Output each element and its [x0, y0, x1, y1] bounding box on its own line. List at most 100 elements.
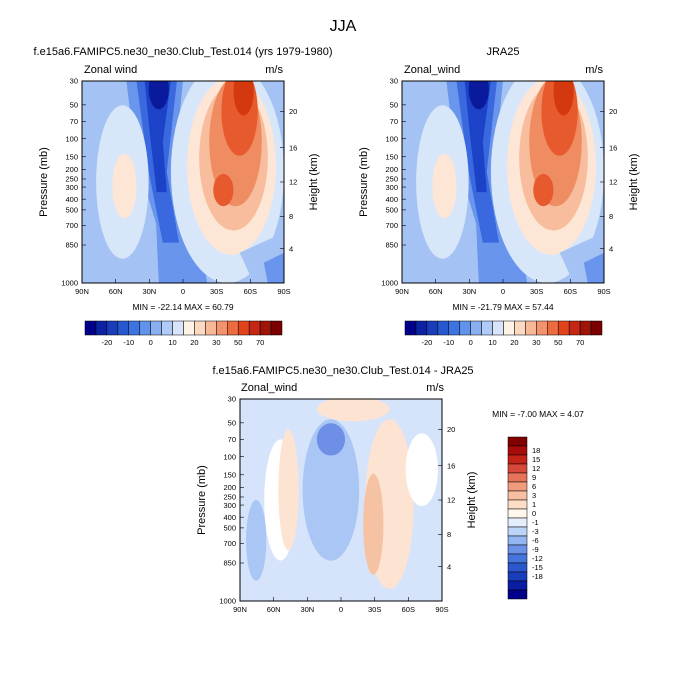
panel-model-variable-label: Zonal wind — [84, 64, 137, 76]
colorbar-swatch — [507, 553, 528, 564]
colorbar-label: 50 — [554, 338, 562, 347]
x-tick-label: 90S — [277, 287, 290, 296]
colorbar-label: 10 — [168, 338, 176, 347]
colorbar-swatch — [536, 320, 548, 336]
colorbar-swatch — [459, 320, 471, 336]
panel-model-contour-field — [82, 81, 284, 283]
colorbar-swatch — [507, 589, 528, 600]
y-tick-label: 150 — [385, 152, 398, 161]
y-tick-label: 50 — [390, 101, 398, 110]
colorbar-label: -1 — [532, 518, 539, 527]
x-tick-label: 90N — [233, 605, 247, 614]
colorbar-label: -15 — [532, 563, 543, 572]
y-tick-label: 30 — [70, 77, 78, 86]
colorbar-swatch — [128, 320, 140, 336]
y-right-tick-label: 12 — [289, 178, 297, 187]
colorbar-swatch — [470, 320, 482, 336]
x-tick-label: 90S — [597, 287, 610, 296]
y-tick-label: 300 — [385, 183, 398, 192]
colorbar-label: 30 — [532, 338, 540, 347]
colorbar-label: -12 — [532, 554, 543, 563]
x-tick-label: 60N — [429, 287, 443, 296]
y-tick-label: 300 — [65, 183, 78, 192]
colorbar-label: 0 — [469, 338, 473, 347]
colorbar-label: 20 — [190, 338, 198, 347]
y-tick-label: 100 — [65, 134, 78, 143]
colorbar-swatch — [507, 436, 528, 447]
panel-model-stats: MIN = -22.14 MAX = 60.79 — [132, 302, 233, 312]
colorbar-swatch — [514, 320, 526, 336]
colorbar-swatch — [507, 526, 528, 537]
colorbar-swatch — [183, 320, 195, 336]
y-right-tick-label: 16 — [447, 461, 455, 470]
y-tick-label: 850 — [223, 559, 236, 568]
y-tick-label: 100 — [223, 452, 236, 461]
y-right-tick-label: 8 — [447, 530, 451, 539]
x-tick-label: 30S — [530, 287, 543, 296]
colorbar-swatch — [437, 320, 450, 336]
y-right-tick-label: 20 — [447, 425, 455, 434]
colorbar-label: -20 — [101, 338, 112, 347]
y-tick-label: 400 — [223, 513, 236, 522]
colorbar-label: -20 — [421, 338, 432, 347]
panel-reanalysis-axes: 90N 60N 30N 0 30S 60S 90S 30 50 70 100 150 200250300… — [381, 77, 617, 296]
y-tick-label: 250 — [223, 493, 236, 502]
panel-model-title: f.e15a6.FAMIPC5.ne30_ne30.Club_Test.014 … — [33, 46, 332, 58]
panel-model-units-label: m/s — [265, 64, 283, 76]
y-tick-label: 1000 — [219, 597, 236, 606]
y-tick-label: 30 — [390, 77, 398, 86]
y-right-tick-label: 4 — [289, 244, 293, 253]
colorbar-label: 0 — [149, 338, 153, 347]
colorbar-label: 12 — [532, 464, 540, 473]
x-tick-label: 30S — [210, 287, 223, 296]
colorbar-label: 50 — [234, 338, 242, 347]
colorbar-swatch — [95, 320, 108, 336]
y-tick-label: 1000 — [61, 279, 78, 288]
x-tick-label: 30S — [368, 605, 381, 614]
colorbar-swatch — [507, 544, 528, 555]
y-tick-label: 300 — [223, 501, 236, 510]
y-tick-label: 50 — [228, 419, 236, 428]
colorbar-swatch — [248, 320, 261, 336]
y-tick-label: 30 — [228, 395, 236, 404]
colorbar-swatch — [507, 454, 528, 465]
y-right-tick-label: 4 — [609, 244, 613, 253]
panel-difference-contour-field — [240, 399, 442, 601]
panel-reanalysis-title: JRA25 — [486, 46, 519, 58]
colorbar-swatch — [492, 320, 504, 336]
colorbar-label: 9 — [532, 473, 536, 482]
y-right-tick-label: 12 — [609, 178, 617, 187]
y-tick-label: 700 — [223, 539, 236, 548]
panel-reanalysis-variable-label: Zonal_wind — [404, 64, 460, 76]
colorbar-swatch — [426, 320, 439, 336]
x-tick-label: 30N — [142, 287, 156, 296]
colorbar-swatch — [404, 320, 417, 336]
figure-title: JJA — [330, 18, 357, 35]
colorbar-swatch — [507, 517, 528, 528]
x-tick-label: 0 — [501, 287, 505, 296]
x-tick-label: 60N — [267, 605, 281, 614]
panel-difference-axes: 90N 60N 30N 0 30S 60S 90S 30 50 70 100 150 200250300… — [219, 395, 455, 614]
colorbar-swatch — [503, 320, 515, 336]
panel-difference: f.e15a6.FAMIPC5.ne30_ne30.Club_Test.014 … — [196, 365, 584, 614]
colorbar-label: 30 — [212, 338, 220, 347]
y-tick-label: 200 — [385, 165, 398, 174]
colorbar-swatch — [590, 320, 603, 336]
colorbar-swatch — [507, 472, 528, 483]
colorbar-swatch — [507, 571, 528, 582]
colorbar-swatch — [172, 320, 184, 336]
colorbar-swatch — [259, 320, 272, 336]
colorbar-label: 70 — [256, 338, 264, 347]
x-tick-label: 90S — [435, 605, 448, 614]
colorbar-swatch — [507, 499, 528, 510]
colorbar-label: 15 — [532, 455, 540, 464]
y-tick-label: 1000 — [381, 279, 398, 288]
colorbar-model: -20 -10 0 10 20 30 50 70 — [84, 320, 283, 347]
colorbar-label: -3 — [532, 527, 539, 536]
colorbar-swatch — [106, 320, 119, 336]
colorbar-label: 3 — [532, 491, 536, 500]
panel-reanalysis: JRA25 Zonal_wind m/s 90N 60N 30N 0 30S 60S 90S… — [358, 46, 640, 312]
colorbar-label: -9 — [532, 545, 539, 554]
x-tick-label: 30N — [300, 605, 314, 614]
